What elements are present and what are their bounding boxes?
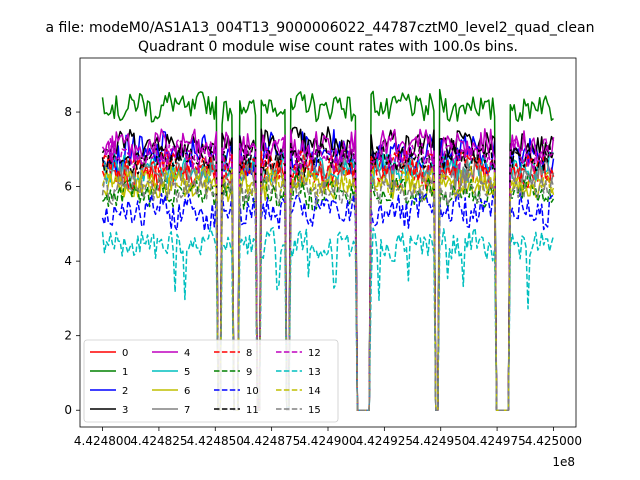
chart-title: Quadrant 0 module wise count rates with … [138,39,518,55]
x-tick-label: 4.424825 [130,434,187,448]
y-tick-label: 8 [64,105,72,119]
series-line-14 [101,165,555,411]
x-tick-label: 4.424850 [187,434,244,448]
plot-area [79,57,577,428]
y-tick-label: 4 [64,254,72,268]
series-line-6 [102,171,555,411]
legend-label-14: 14 [308,386,321,397]
legend-label-15: 15 [308,405,321,416]
x-tick-label: 4.424900 [299,434,356,448]
legend-label-13: 13 [308,367,321,378]
legend-label-4: 4 [184,348,190,359]
legend-label-9: 9 [246,367,252,378]
x-tick-label: 4.424800 [74,434,131,448]
legend-label-6: 6 [184,386,190,397]
series-line-9 [101,173,555,411]
legend-label-1: 1 [122,367,128,378]
y-tick-label: 6 [64,180,72,194]
x-tick-label: 4.425000 [525,434,582,448]
legend-label-10: 10 [246,386,259,397]
legend-label-11: 11 [246,405,259,416]
legend-box [83,339,339,423]
series-line-13 [101,226,555,411]
legend-label-12: 12 [308,348,321,359]
y-tick-label: 0 [64,403,72,417]
y-axis: 0 2 4 6 8 [64,105,80,417]
legend-label-7: 7 [184,405,190,416]
legend-label-8: 8 [246,348,252,359]
series-line-10 [101,189,554,411]
legend-label-3: 3 [122,405,128,416]
x-tick-label: 4.424950 [412,434,469,448]
x-tick-label: 4.424925 [356,434,413,448]
series-line-15 [101,170,555,411]
x-tick-label: 4.424975 [468,434,525,448]
series-line-1 [101,88,554,411]
x-tick-label: 4.424875 [243,434,300,448]
series-line-12 [101,136,555,411]
x-axis: 4.424800 4.424825 4.424850 4.424875 4.424900… [74,427,582,448]
figure-suptitle: a file: modeM0/AS1A13_004T13_9000006022_… [46,20,595,36]
y-tick-label: 2 [64,329,72,343]
legend-label-2: 2 [122,386,128,397]
legend-label-5: 5 [184,367,190,378]
x-axis-offset-label: 1e8 [552,455,575,469]
series-line-8 [101,148,555,411]
legend-label-0: 0 [122,348,128,359]
series-line-11 [101,139,555,411]
